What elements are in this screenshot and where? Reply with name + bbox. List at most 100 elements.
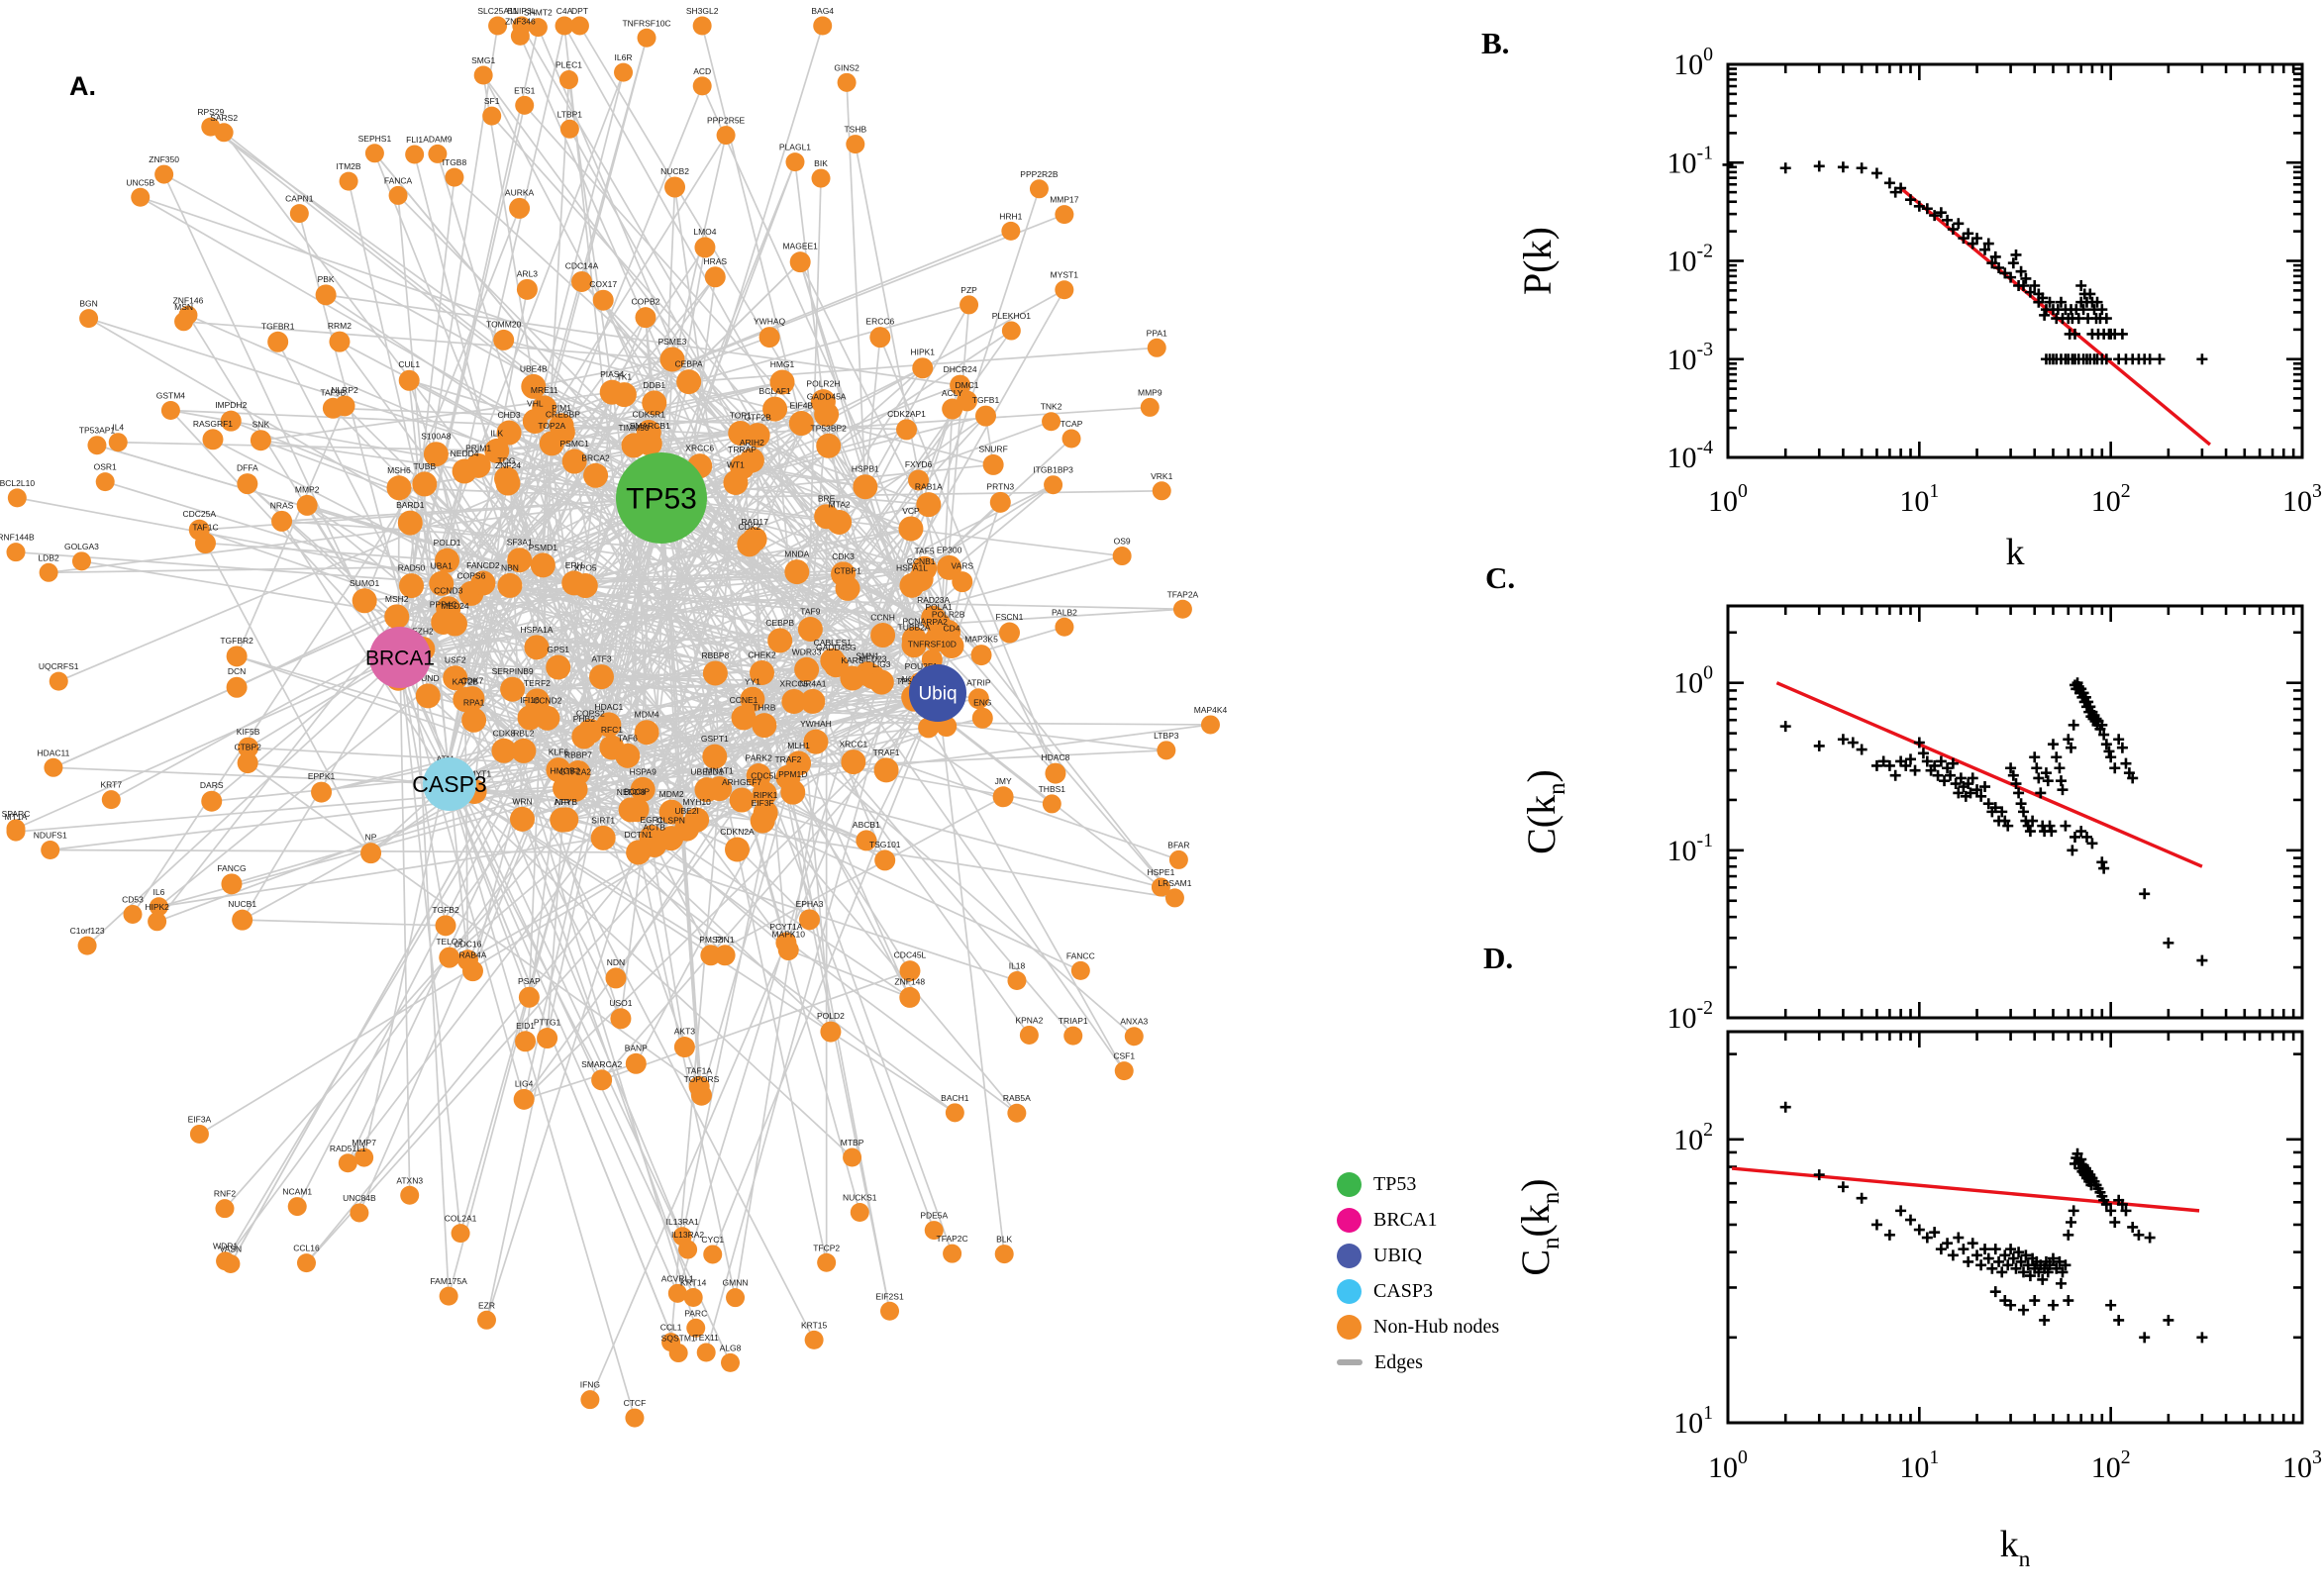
network-node-label: PLEC1 [556,60,582,70]
network-edge [15,656,401,830]
network-node [814,504,840,530]
network-node [338,1153,357,1173]
data-point [2044,1259,2056,1271]
network-node-label: ATXN3 [396,1175,423,1185]
data-point [1935,207,1947,219]
data-point [1929,759,1941,771]
network-node-label: DFFA [237,463,258,473]
network-node [750,659,775,685]
network-node [1168,849,1188,869]
network-edge [505,478,648,734]
network-node [625,1408,645,1428]
network-node [775,932,797,953]
data-point [2015,1255,2027,1267]
data-point [1722,158,1734,170]
network-node-label: SMG1 [471,55,495,65]
data-point [2010,249,2022,260]
network-node-label: NUCB2 [660,166,689,176]
network-node-label: CTCF [624,1398,647,1408]
network-node-label: WT1 [727,459,745,469]
panel-b-label: B. [1481,26,1510,60]
data-point [1993,1255,2005,1267]
network-node [673,1037,695,1058]
network-node [664,176,686,198]
network-node-label: TOP1 [730,411,752,421]
network-node [794,656,820,682]
network-node-label: ADAM9 [423,134,453,144]
network-edge [523,497,662,1100]
network-node-label: EPHA3 [796,899,824,909]
network-edge [485,497,662,1321]
data-point [1989,250,2001,262]
network-edge [347,497,662,1164]
network-node-label: COPS2 [576,709,605,719]
network-edge [636,692,939,811]
network-node-label: PHB2 [573,714,595,724]
network-node-label: TGFB2 [432,905,459,915]
data-point [2029,751,2041,763]
network-node [500,676,526,702]
network-node-label: TRIAP1 [1059,1016,1088,1026]
data-point [1913,200,1925,212]
network-node-label: PPP2R2B [1020,169,1059,179]
network-node-label: MMP17 [1050,195,1079,205]
network-edge [441,582,929,729]
data-point [1958,1244,1970,1255]
network-node [412,471,438,497]
network-node-label: ATRIP [966,678,991,688]
data-point [2005,1299,2017,1311]
network-node-label: IL6 [152,887,164,897]
network-node [880,1301,900,1321]
network-node-label: SLC25A11 [477,6,518,16]
network-node-label: VASN [220,1244,243,1253]
network-node-label: POU2F1 [905,661,938,671]
data-point [2084,288,2096,300]
network-node [49,671,68,691]
network-node-label: KARS [841,655,863,665]
network-node-label: HRH1 [999,211,1022,221]
network-node [924,1221,944,1241]
network-legend: TP53 BRCA1 UBIQ CASP3 Non-Hub nodes Edges [1337,1166,1499,1380]
network-node-label: CCNE1 [730,695,758,705]
network-node [473,65,493,85]
data-point [1900,759,1912,771]
network-node-label: PTTG1 [534,1018,561,1028]
network-node [95,472,115,492]
network-node [918,717,940,739]
network-node-label: PPP4C [430,599,457,609]
network-node-label: NEDD8 [617,787,646,797]
x-tick-label: 101​ [1899,1446,1939,1484]
network-edge [660,497,1123,557]
data-point [2105,1205,2117,1217]
network-node-label: TIMM50 [618,423,649,433]
network-node [524,635,550,660]
network-graph: MNDA POLR2B ZNF24 USF2 BCCIP CCNB1 CDK3 WDR33 PO… [0,6,1228,1428]
data-point [2075,1153,2087,1165]
network-node-label: PCNA [902,617,926,627]
plot-C: 100​ 10-1​ 10-2​ C(kn​) [1519,604,2304,1035]
data-point [1913,1224,1925,1236]
network-node-label: BCCIP [624,787,650,797]
hub-label-brca1: BRCA1 [365,647,435,669]
network-node-label: IL13RA1 [666,1217,699,1227]
data-point [2086,838,2098,849]
data-point [1904,753,1916,765]
network-edge [399,27,540,658]
y-tick-label: 10-1​ [1667,830,1713,867]
fit-line [1731,1166,2200,1213]
network-node-label: ACVRL1 [661,1273,694,1283]
network-node-label: XRCC5 [779,678,808,688]
network-node [488,16,508,36]
data-point [2127,772,2139,784]
network-node-label: PSMC1 [560,439,590,449]
network-edge [230,420,400,489]
network-edge [212,439,448,561]
network-node-label: SARS2 [210,113,238,123]
network-node [238,737,259,758]
network-node-label: RPS29 [197,107,224,117]
data-point [2039,309,2051,321]
data-point [2044,820,2056,832]
network-node [537,1028,558,1049]
network-edge [170,409,662,499]
network-node-label: KAT2B [453,677,479,687]
